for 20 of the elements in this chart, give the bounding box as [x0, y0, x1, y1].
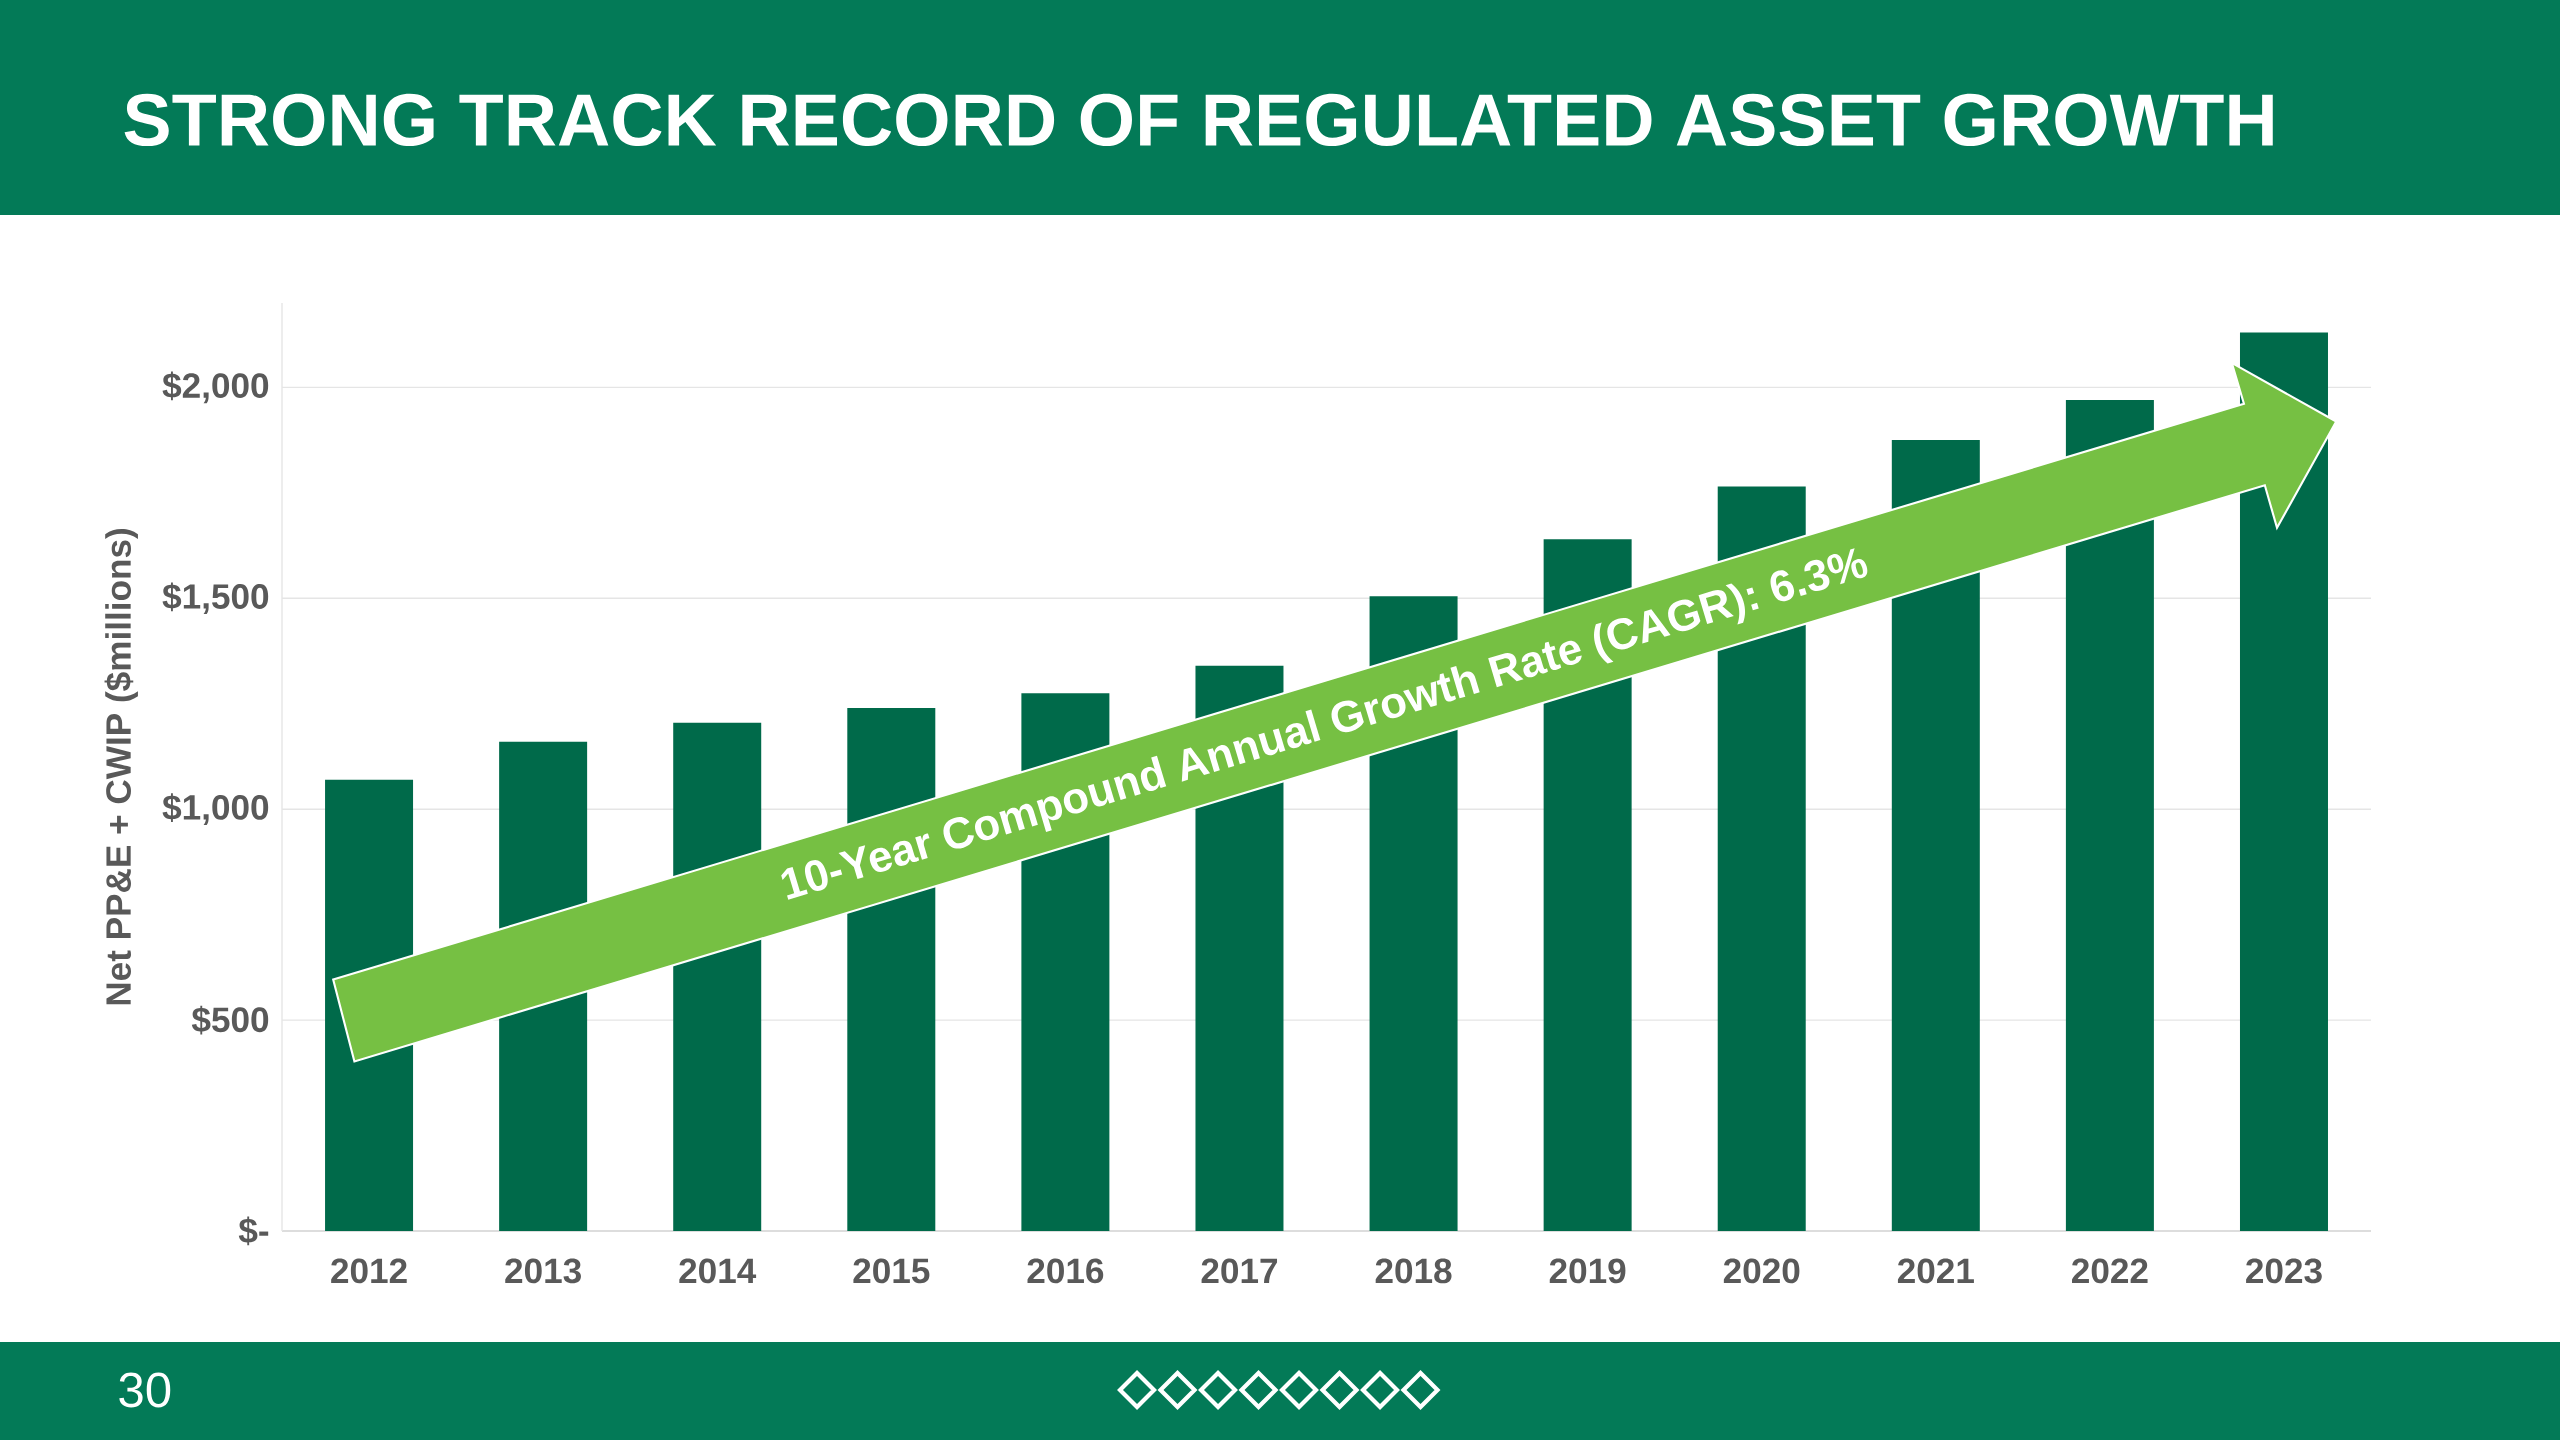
x-tick-label: 2012	[331, 1258, 407, 1284]
x-tick-label: 2018	[1375, 1258, 1452, 1284]
y-tick-label: $1,000	[162, 793, 269, 825]
x-tick-label: 2013	[505, 1258, 581, 1284]
x-tick-label: 2020	[1723, 1258, 1800, 1284]
y-axis-title: Net PP&E + CWIP ($millions)	[104, 529, 138, 1005]
x-tick-label: 2021	[1897, 1258, 1974, 1284]
x-tick-label: 2022	[2072, 1258, 2148, 1284]
x-tick-label: 2023	[2246, 1258, 2322, 1284]
y-tick-label: $1,500	[162, 582, 269, 615]
chart-title: STRONG TRACK RECORD OF REGULATED ASSET GROWTH	[124, 93, 2273, 147]
x-tick-label: 2019	[1549, 1258, 1626, 1284]
x-tick-label: 2017	[1201, 1258, 1278, 1284]
y-tick-label: $2,000	[162, 371, 269, 404]
x-tick-label: 2014	[679, 1258, 757, 1284]
y-tick-label: $-	[238, 1216, 269, 1246]
y-tick-label: $500	[191, 1005, 269, 1035]
text: 30	[119, 1372, 171, 1408]
x-tick-label: 2015	[853, 1258, 930, 1284]
x-tick-label: 2016	[1027, 1258, 1104, 1284]
